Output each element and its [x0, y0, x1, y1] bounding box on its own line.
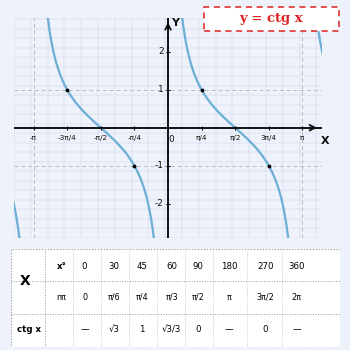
Text: 360: 360	[288, 262, 305, 271]
Text: √3/3: √3/3	[162, 326, 181, 334]
Text: π: π	[227, 293, 232, 302]
Text: y = ctg x: y = ctg x	[239, 12, 303, 25]
Text: π/6: π/6	[108, 293, 120, 302]
Text: X: X	[20, 274, 31, 288]
Text: 2π: 2π	[292, 293, 302, 302]
Text: 0: 0	[195, 326, 201, 334]
Text: π/2: π/2	[230, 135, 241, 141]
Text: π/4: π/4	[196, 135, 207, 141]
Text: 3π/4: 3π/4	[261, 135, 277, 141]
Text: π/4: π/4	[136, 293, 148, 302]
Text: 2: 2	[158, 47, 164, 56]
Text: 270: 270	[257, 262, 274, 271]
Text: 45: 45	[136, 262, 148, 271]
Text: 30: 30	[108, 262, 120, 271]
Text: 0: 0	[169, 135, 174, 144]
Text: -π: -π	[30, 135, 37, 141]
Text: π: π	[300, 135, 304, 141]
Text: -2: -2	[155, 199, 164, 208]
Text: 1: 1	[139, 326, 145, 334]
Text: 1: 1	[158, 85, 164, 94]
Text: -3π/4: -3π/4	[58, 135, 77, 141]
Text: 90: 90	[193, 262, 203, 271]
Text: 180: 180	[221, 262, 238, 271]
Text: nπ: nπ	[57, 293, 66, 302]
Text: ctg x: ctg x	[16, 326, 41, 334]
Text: -1: -1	[155, 161, 164, 170]
Text: Y: Y	[171, 18, 179, 28]
Text: 0: 0	[82, 293, 87, 302]
FancyBboxPatch shape	[10, 248, 340, 346]
Text: -π/2: -π/2	[94, 135, 108, 141]
FancyBboxPatch shape	[204, 7, 339, 31]
Text: 3π/2: 3π/2	[257, 293, 274, 302]
Text: —: —	[225, 326, 233, 334]
Text: 0: 0	[263, 326, 268, 334]
Text: π/2: π/2	[192, 293, 204, 302]
Text: X: X	[321, 136, 330, 146]
Text: 60: 60	[166, 262, 177, 271]
Text: √3: √3	[108, 326, 120, 334]
Text: -π/4: -π/4	[127, 135, 141, 141]
Text: π/3: π/3	[166, 293, 178, 302]
Text: 0: 0	[82, 262, 87, 271]
Text: —: —	[80, 326, 89, 334]
Text: —: —	[292, 326, 301, 334]
Text: x°: x°	[57, 262, 66, 271]
